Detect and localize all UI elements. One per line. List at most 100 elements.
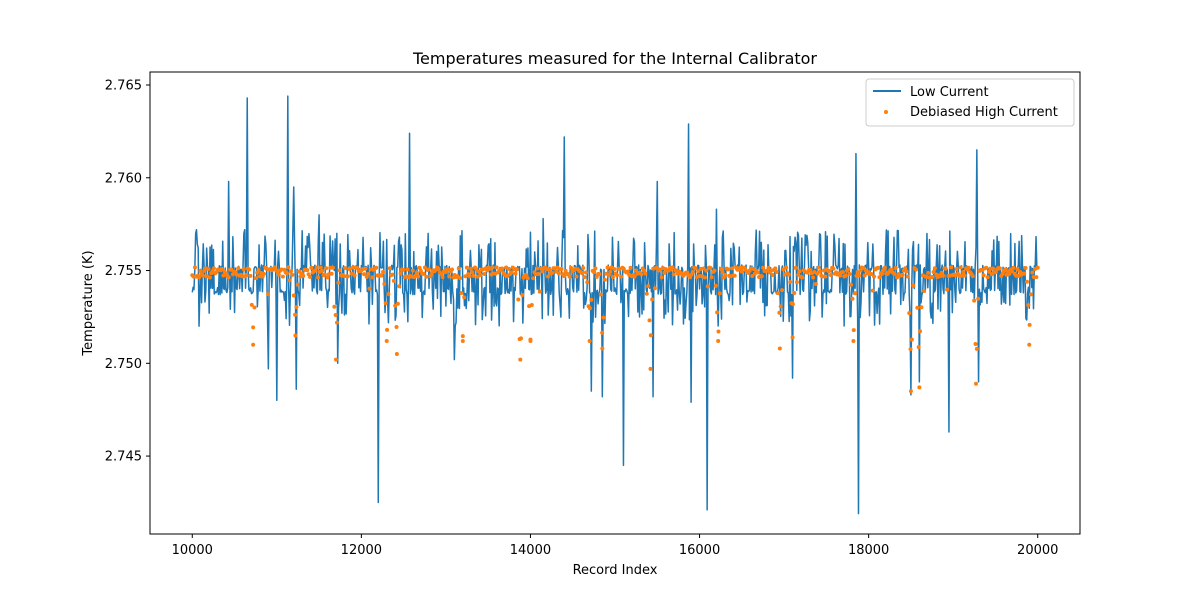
high-current-point [417, 265, 422, 270]
high-current-point [198, 268, 203, 273]
high-current-dip-point [716, 339, 721, 344]
high-current-point [581, 266, 586, 271]
high-current-point [739, 269, 744, 274]
high-current-point [750, 273, 755, 278]
high-current-point [241, 267, 246, 272]
high-current-point [324, 266, 329, 271]
high-current-point [201, 273, 206, 278]
high-current-point [786, 272, 791, 277]
high-current-point [778, 304, 783, 309]
x-axis-label: Record Index [573, 563, 658, 578]
high-current-point [468, 266, 473, 271]
high-current-point [1007, 272, 1012, 277]
high-current-dip-point [974, 381, 979, 386]
high-current-point [652, 286, 657, 291]
high-current-point [949, 265, 954, 270]
high-current-point [930, 275, 935, 279]
high-current-point [857, 273, 862, 278]
high-current-point [922, 289, 927, 294]
high-current-point [966, 265, 971, 270]
high-current-point [646, 284, 651, 289]
high-current-point [478, 272, 483, 277]
high-current-point [574, 274, 579, 279]
high-current-point [792, 290, 797, 295]
high-current-point [715, 310, 720, 315]
high-current-point [615, 273, 620, 278]
high-current-point [436, 266, 441, 271]
high-current-point [192, 265, 197, 270]
high-current-point [516, 297, 521, 302]
high-current-point [294, 305, 299, 310]
high-current-point [585, 280, 590, 285]
high-current-point [513, 271, 518, 276]
high-current-point [410, 268, 415, 273]
high-current-dip-point [600, 346, 605, 351]
high-current-point [474, 267, 479, 272]
high-current-point [701, 266, 706, 271]
high-current-point [266, 292, 271, 297]
high-current-point [383, 301, 388, 306]
high-current-point [325, 275, 330, 280]
high-current-point [840, 270, 845, 275]
high-current-point [386, 292, 391, 297]
x-tick-label: 10000 [172, 543, 213, 558]
high-current-point [336, 280, 341, 285]
high-current-point [723, 273, 728, 278]
x-tick-label: 14000 [510, 543, 551, 558]
high-current-point [1026, 303, 1031, 308]
high-current-point [462, 295, 467, 300]
high-current-point [390, 272, 395, 277]
high-current-point [236, 266, 241, 271]
high-current-point [582, 275, 587, 280]
high-current-point [1028, 292, 1033, 297]
high-current-point [381, 269, 386, 274]
high-current-point [391, 278, 396, 283]
chart-title: Temperatures measured for the Internal C… [412, 49, 817, 68]
high-current-point [531, 276, 536, 281]
high-current-point [421, 271, 426, 276]
high-current-point [1023, 265, 1028, 270]
high-current-point [915, 305, 920, 310]
high-current-dip-point [1027, 342, 1032, 347]
high-current-point [761, 265, 766, 270]
high-current-point [329, 271, 334, 276]
high-current-point [540, 269, 545, 274]
high-current-point [690, 269, 695, 274]
high-current-point [429, 271, 434, 276]
high-current-point [295, 282, 300, 287]
low-current-line [191, 95, 1039, 515]
high-current-point [226, 275, 231, 280]
y-tick-label: 2.745 [105, 450, 142, 465]
high-current-point [823, 274, 828, 279]
high-current-point [671, 272, 676, 277]
high-current-point [427, 267, 431, 272]
high-current-point [289, 269, 294, 274]
high-current-point [628, 265, 633, 270]
high-current-point [550, 270, 555, 275]
high-current-dip-point [334, 357, 338, 362]
high-current-point [770, 272, 775, 277]
high-current-point [589, 297, 594, 302]
high-current-point [330, 265, 335, 270]
high-current-point [790, 302, 795, 307]
high-current-point [416, 274, 421, 279]
high-current-point [414, 270, 419, 275]
high-current-point [991, 266, 996, 271]
high-current-point [547, 267, 552, 272]
high-current-point [567, 274, 572, 279]
high-current-point [1030, 270, 1035, 275]
high-current-point [370, 275, 375, 280]
high-current-point [909, 337, 914, 342]
high-current-point [284, 271, 289, 276]
high-current-point [286, 265, 291, 270]
high-current-point [1015, 267, 1020, 272]
high-current-point [813, 281, 818, 286]
high-current-point [206, 267, 211, 272]
high-current-point [625, 269, 630, 274]
high-current-point [853, 291, 858, 296]
high-current-point [696, 269, 701, 274]
high-current-point [650, 297, 655, 302]
high-current-point [458, 276, 463, 281]
high-current-point [916, 345, 921, 350]
